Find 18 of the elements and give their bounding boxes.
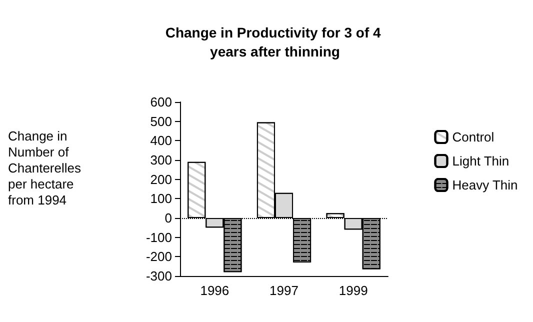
x-tick-label: 1999: [338, 283, 368, 298]
y-tick-label: 300: [150, 152, 172, 168]
chart-title: Change in Productivity for 3 of 4 years after thinning: [165, 24, 385, 60]
y-axis-title: Change in Number of Chanterelles per hectare from 1994: [8, 128, 85, 208]
y-tick-label: -200: [146, 249, 172, 264]
y-tick-label: 500: [150, 114, 172, 129]
y-tick-label: -100: [146, 230, 172, 245]
x-tick-label: 1996: [200, 283, 230, 298]
y-tick-label: 100: [150, 191, 172, 206]
legend-label: Heavy Thin: [452, 178, 518, 192]
y-tick-label: 200: [150, 172, 172, 187]
y-tick-label: 600: [150, 94, 172, 110]
legend-label: Light Thin: [452, 154, 510, 168]
y-tick-label: -300: [146, 268, 172, 284]
x-tick-label: 1997: [270, 283, 298, 298]
y-tick-label: 0: [164, 210, 172, 226]
legend-label: Control: [452, 130, 494, 144]
y-tick-label: 400: [150, 133, 172, 148]
